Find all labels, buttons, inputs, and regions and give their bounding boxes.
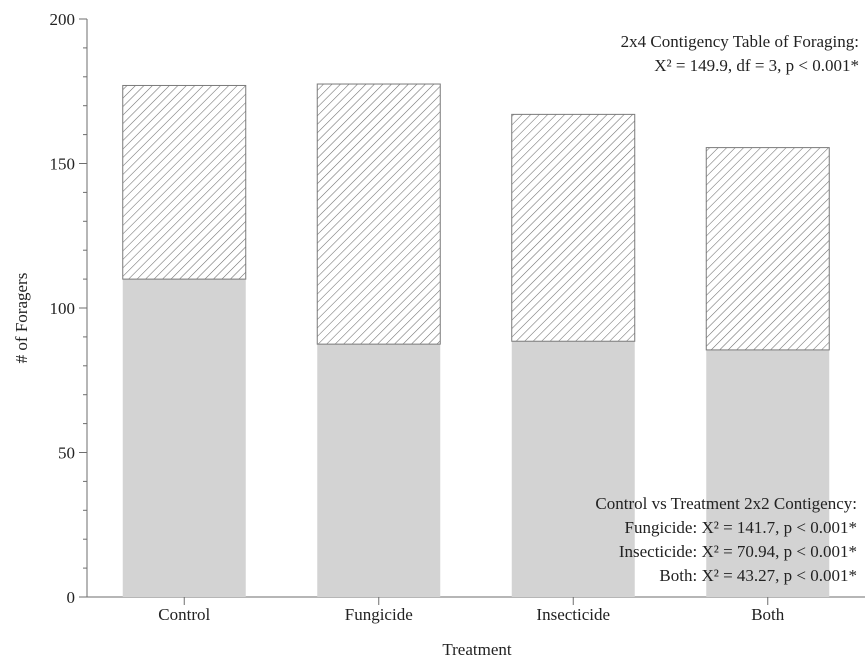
bar-solid-both bbox=[706, 349, 830, 597]
top-annotation: 2x4 Contigency Table of Foraging: X² = 1… bbox=[621, 32, 859, 75]
top-annotation-line2: X² = 149.9, df = 3, p < 0.001* bbox=[654, 56, 859, 75]
x-tick-label: Fungicide bbox=[345, 605, 413, 624]
bar-hatched-fungicide bbox=[316, 83, 441, 345]
y-axis-label: # of Foragers bbox=[12, 273, 31, 364]
y-tick-label: 50 bbox=[58, 444, 75, 463]
bars bbox=[122, 83, 830, 597]
bottom-annotation-line3: Insecticide: X² = 70.94, p < 0.001* bbox=[619, 542, 857, 561]
bar-hatched-insecticide bbox=[511, 113, 636, 342]
top-annotation-line1: 2x4 Contigency Table of Foraging: bbox=[621, 32, 859, 51]
bottom-annotation-line4: Both: X² = 43.27, p < 0.001* bbox=[659, 566, 857, 585]
bar-solid-control bbox=[122, 279, 246, 597]
bar-hatched-control bbox=[122, 84, 247, 280]
bottom-annotation-line1: Control vs Treatment 2x2 Contigency: bbox=[595, 494, 857, 513]
y-tick-label: 0 bbox=[67, 588, 76, 607]
y-tick-label: 150 bbox=[50, 155, 76, 174]
x-tick-label: Control bbox=[158, 605, 210, 624]
bar-solid-insecticide bbox=[511, 341, 635, 597]
x-axis-label: Treatment bbox=[442, 640, 512, 659]
y-tick-label: 100 bbox=[50, 299, 76, 318]
bar-solid-fungicide bbox=[317, 344, 441, 597]
bottom-annotation: Control vs Treatment 2x2 Contigency: Fun… bbox=[595, 494, 857, 585]
bottom-annotation-line2: Fungicide: X² = 141.7, p < 0.001* bbox=[624, 518, 857, 537]
y-tick-label: 200 bbox=[50, 10, 76, 29]
ticks: 0 50 100 150 200 Control Fungicide Insecticide B… bbox=[50, 10, 785, 624]
bar-hatched-both bbox=[705, 147, 830, 351]
x-tick-label: Insecticide bbox=[536, 605, 610, 624]
x-tick-label: Both bbox=[751, 605, 785, 624]
